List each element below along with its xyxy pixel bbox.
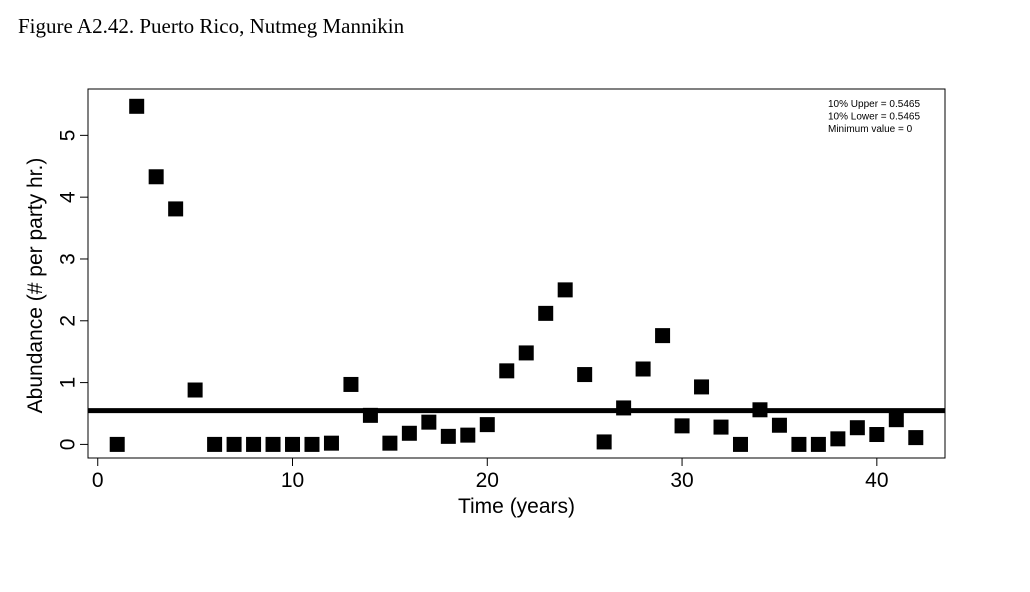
x-axis: 0 10 20 30 40 xyxy=(92,458,889,492)
data-point xyxy=(771,417,787,433)
plot-frame xyxy=(87,88,946,459)
legend-entry: 10% Lower = 0.5465 xyxy=(828,112,920,123)
data-point xyxy=(674,418,690,434)
data-point xyxy=(908,430,924,446)
data-point xyxy=(557,282,573,298)
data-point xyxy=(694,379,710,395)
data-point xyxy=(810,436,826,452)
legend-entry: 10% Upper = 0.5465 xyxy=(828,99,920,110)
y-tick-label: 2 xyxy=(57,315,80,327)
data-point xyxy=(362,407,378,423)
data-point xyxy=(577,367,593,383)
data-point xyxy=(304,436,320,452)
data-point xyxy=(849,420,865,436)
y-axis: 0 1 2 3 4 5 xyxy=(57,130,88,451)
y-tick-label: 5 xyxy=(57,130,80,142)
data-point xyxy=(148,169,164,185)
data-point xyxy=(285,436,301,452)
y-tick-label: 3 xyxy=(57,253,80,265)
data-point xyxy=(343,376,359,392)
y-tick-label: 4 xyxy=(57,191,80,203)
data-point xyxy=(401,425,417,441)
data-points xyxy=(109,98,924,452)
y-tick-label: 0 xyxy=(57,439,80,451)
legend-entry: Minimum value = 0 xyxy=(828,124,913,135)
x-tick-label: 30 xyxy=(670,469,693,492)
data-point xyxy=(518,345,534,361)
data-point xyxy=(323,435,339,451)
data-point xyxy=(869,427,885,443)
data-point xyxy=(538,305,554,321)
data-point xyxy=(635,361,651,377)
plot-border xyxy=(87,88,946,459)
data-point xyxy=(616,400,632,416)
x-tick-label: 40 xyxy=(865,469,888,492)
figure-title: Figure A2.42. Puerto Rico, Nutmeg Mannik… xyxy=(18,14,405,38)
data-point xyxy=(382,435,398,451)
data-point xyxy=(265,436,281,452)
y-tick-label: 1 xyxy=(57,377,80,389)
x-tick-label: 0 xyxy=(92,469,104,492)
data-point xyxy=(460,427,476,443)
data-point xyxy=(791,436,807,452)
data-point xyxy=(129,98,145,114)
x-tick-label: 20 xyxy=(476,469,499,492)
data-point xyxy=(888,412,904,428)
data-point xyxy=(207,436,223,452)
data-point xyxy=(246,436,262,452)
x-tick-label: 10 xyxy=(281,469,304,492)
data-point xyxy=(479,417,495,433)
data-point xyxy=(713,419,729,435)
data-point xyxy=(226,436,242,452)
data-point xyxy=(596,434,612,450)
data-point xyxy=(499,363,515,379)
data-point xyxy=(655,328,671,344)
data-point xyxy=(187,382,203,398)
y-axis-label: Abundance (# per party hr.) xyxy=(24,158,47,414)
x-axis-label: Time (years) xyxy=(458,495,575,518)
data-point xyxy=(168,201,184,217)
data-point xyxy=(752,402,768,418)
data-point xyxy=(732,436,748,452)
data-point xyxy=(109,436,125,452)
legend: 10% Upper = 0.5465 10% Lower = 0.5465Mini… xyxy=(828,99,920,135)
data-point xyxy=(421,414,437,430)
data-point xyxy=(830,431,846,447)
data-point xyxy=(440,428,456,444)
